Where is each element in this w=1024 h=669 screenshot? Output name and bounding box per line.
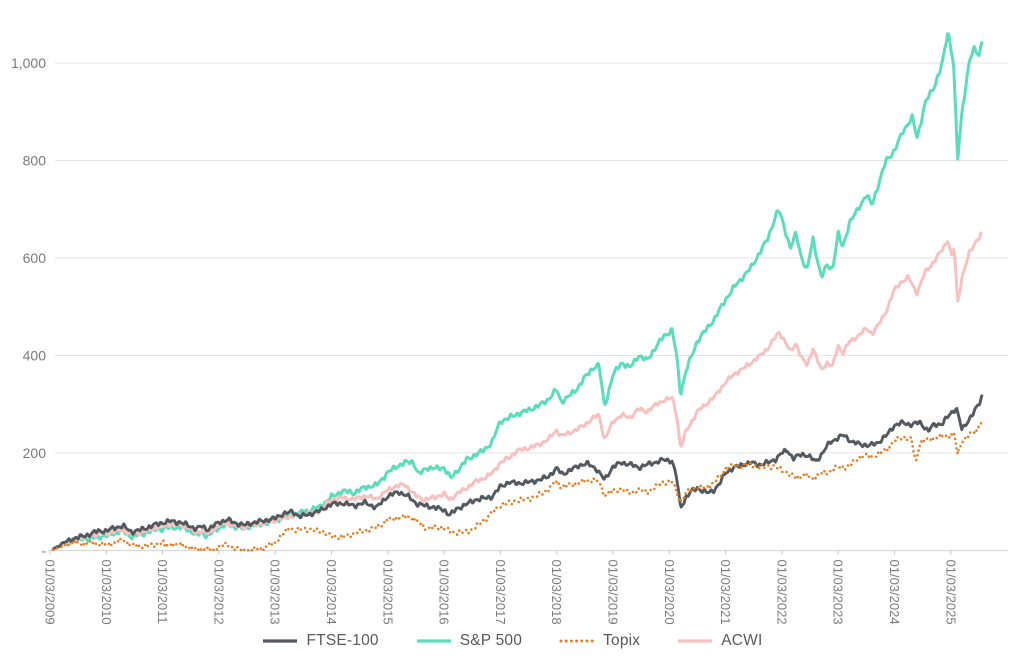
y-tick-label: 800 <box>23 153 47 169</box>
x-tick-label: 01/03/2015 <box>380 560 395 625</box>
legend-label-sp-500: S&P 500 <box>459 632 523 649</box>
x-tick-label: 01/03/2023 <box>831 560 846 625</box>
x-tick-label: 01/03/2024 <box>887 560 902 625</box>
x-tick-label: 01/03/2025 <box>943 560 958 625</box>
series-line-acwi <box>52 231 983 551</box>
series-line-s-p-500 <box>51 32 984 551</box>
legend-label-topix: Topix <box>603 632 641 649</box>
x-tick-label: 01/03/2011 <box>155 560 170 624</box>
x-tick-label: 01/03/2013 <box>268 560 283 625</box>
x-tick-label: 01/03/2020 <box>662 560 677 625</box>
x-tick-label: 01/03/2021 <box>718 560 733 625</box>
acwi-line-swatch-icon <box>678 639 713 643</box>
y-tick-label: 1,000 <box>11 55 46 71</box>
x-tick-label: 01/03/2012 <box>211 560 226 625</box>
ftse-100-line-swatch-icon <box>263 639 298 643</box>
x-tick-label: 01/03/2014 <box>324 560 339 625</box>
legend-item-sp-500: S&P 500 <box>415 632 522 650</box>
x-tick-label: 01/03/2017 <box>493 560 508 625</box>
x-tick-label: 01/03/2010 <box>99 560 114 625</box>
x-tick-label: 01/03/2019 <box>606 560 621 625</box>
series-lines <box>51 32 984 553</box>
x-axis-labels: 01/03/2009 01/03/2010 01/03/2011 01/03/2012… <box>43 560 959 625</box>
x-tick-label: 01/03/2016 <box>437 560 452 625</box>
legend-label-acwi: ACWI <box>721 632 763 649</box>
x-tick-label: 01/03/2009 <box>43 560 58 625</box>
legend-item-ftse-100: FTSE-100 <box>261 632 379 650</box>
y-axis-labels: - 200 400 600 800 1,000 <box>11 55 46 559</box>
y-tick-label: 400 <box>23 348 47 364</box>
sp-500-line-swatch-icon <box>416 639 451 643</box>
chart-legend: FTSE-100 S&P 500 Topix ACWI <box>0 632 1024 650</box>
legend-item-topix: Topix <box>558 632 640 650</box>
topix-dotted-swatch-icon <box>559 639 596 643</box>
series-line-ftse-100 <box>52 394 984 551</box>
x-tick-label: 01/03/2022 <box>774 560 789 625</box>
gridlines <box>55 62 1008 454</box>
y-tick-label: 200 <box>23 445 47 461</box>
x-axis <box>48 549 1008 555</box>
y-tick-label: 600 <box>23 250 47 266</box>
x-tick-label: 01/03/2018 <box>549 560 564 625</box>
legend-item-acwi: ACWI <box>676 632 762 650</box>
y-tick-label: - <box>41 543 46 559</box>
legend-label-ftse-100: FTSE-100 <box>306 632 379 649</box>
series-line-topix <box>51 419 984 553</box>
